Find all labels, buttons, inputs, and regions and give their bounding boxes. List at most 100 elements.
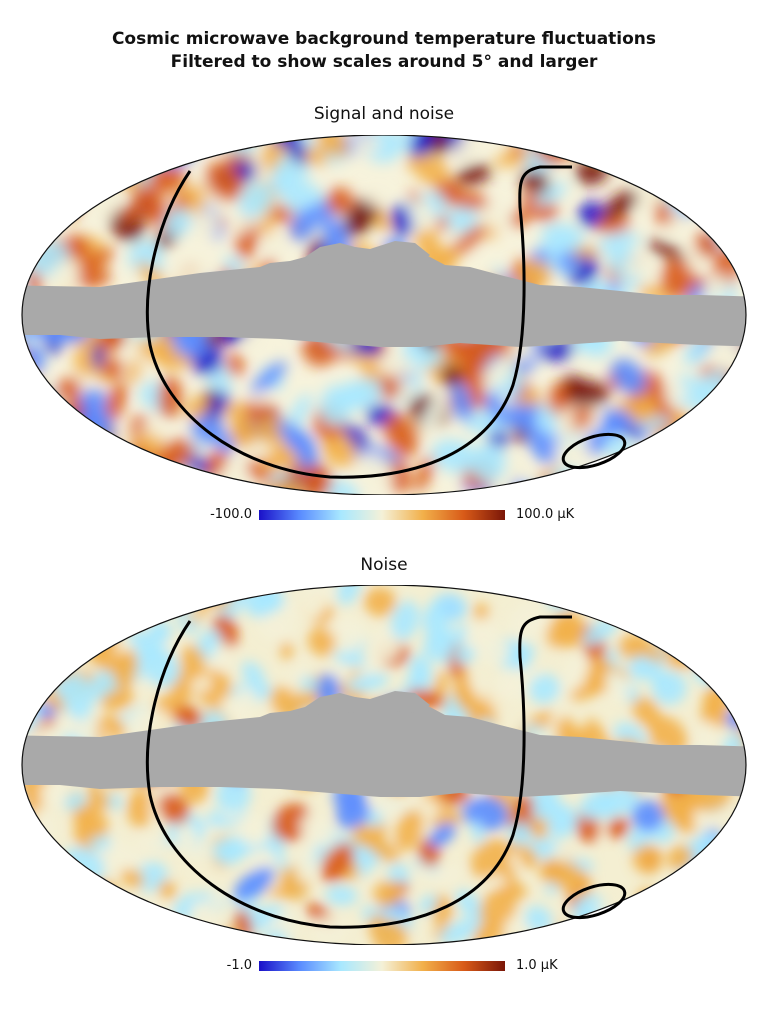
fluctuation-spot bbox=[654, 900, 685, 927]
fluctuation-spot bbox=[566, 380, 610, 407]
fluctuation-spot bbox=[454, 136, 477, 162]
fluctuation-spot bbox=[684, 135, 700, 170]
fluctuation-spot bbox=[410, 201, 434, 227]
fluctuation-spot bbox=[22, 674, 29, 690]
fluctuation-spot bbox=[366, 192, 385, 207]
fluctuation-spot bbox=[22, 456, 25, 490]
fluctuation-spot bbox=[233, 867, 275, 901]
fluctuation-spot bbox=[631, 463, 656, 488]
fluctuation-spot bbox=[52, 179, 85, 208]
fluctuation-spot bbox=[59, 470, 92, 495]
fluctuation-spot bbox=[3, 930, 22, 945]
fluctuation-spot bbox=[705, 657, 736, 685]
fluctuation-spot bbox=[287, 393, 312, 433]
fluctuation-spot bbox=[394, 808, 424, 852]
fluctuation-spot bbox=[127, 358, 141, 385]
fluctuation-spot bbox=[667, 585, 694, 621]
fluctuation-spot bbox=[290, 205, 321, 241]
fluctuation-spot bbox=[108, 610, 142, 630]
signal-noise-sky-map bbox=[0, 135, 747, 495]
fluctuation-spot bbox=[0, 852, 18, 877]
fluctuation-spot bbox=[29, 863, 73, 893]
panel2-subtitle: Noise bbox=[360, 555, 408, 575]
fluctuation-spot bbox=[470, 839, 510, 879]
fluctuation-spot bbox=[478, 204, 509, 230]
fluctuation-spot bbox=[205, 161, 244, 202]
fluctuation-spot bbox=[743, 797, 768, 832]
fluctuation-spot bbox=[344, 617, 368, 645]
fluctuation-spot bbox=[237, 813, 268, 847]
fluctuation-spot bbox=[487, 685, 513, 712]
fluctuation-spot bbox=[652, 585, 685, 616]
fluctuation-spot bbox=[666, 591, 695, 616]
fluctuation-spot bbox=[452, 682, 484, 717]
fluctuation-spot bbox=[628, 135, 648, 167]
fluctuation-spot bbox=[693, 368, 728, 397]
fluctuation-spot bbox=[740, 782, 768, 832]
fluctuation-spot bbox=[684, 621, 701, 668]
fluctuation-spot bbox=[302, 585, 334, 614]
fluctuation-spot bbox=[25, 650, 47, 668]
fluctuation-spot bbox=[648, 467, 672, 495]
colorbar1-max-label: 100.0 μK bbox=[516, 507, 575, 522]
fluctuation-spot bbox=[475, 633, 510, 666]
fluctuation-spot bbox=[115, 466, 135, 489]
fluctuation-spot bbox=[732, 623, 746, 661]
fluctuation-spot bbox=[29, 858, 52, 882]
region-boundary-large bbox=[145, 615, 572, 929]
fluctuation-spot bbox=[307, 627, 336, 657]
fluctuation-spot bbox=[104, 381, 127, 425]
fluctuation-spot bbox=[53, 880, 100, 898]
fluctuation-spot bbox=[725, 856, 746, 895]
fluctuation-spot bbox=[483, 358, 512, 388]
fluctuation-spot bbox=[645, 664, 670, 689]
colorbar2-min-label: -1.0 bbox=[226, 958, 252, 973]
fluctuation-spot bbox=[364, 833, 399, 863]
fluctuation-spot bbox=[470, 819, 485, 844]
fluctuation-spot bbox=[745, 853, 746, 880]
fluctuation-spot bbox=[654, 202, 673, 226]
fluctuation-spot bbox=[746, 774, 768, 791]
fluctuation-spot bbox=[271, 153, 296, 194]
fluctuation-spot bbox=[704, 453, 746, 483]
fluctuation-spot bbox=[735, 873, 746, 897]
fluctuation-spot bbox=[651, 135, 664, 149]
fluctuation-spot bbox=[280, 135, 306, 165]
galactic-plane-mask-edge bbox=[260, 241, 430, 267]
fluctuation-spot bbox=[400, 662, 431, 699]
fluctuation-spot bbox=[73, 248, 115, 275]
fluctuation-spot bbox=[257, 614, 295, 642]
fluctuation-spot bbox=[730, 902, 746, 932]
fluctuation-spot bbox=[22, 910, 41, 938]
fluctuation-spot bbox=[710, 625, 746, 645]
fluctuation-spot bbox=[225, 401, 246, 420]
fluctuation-spot bbox=[630, 396, 658, 423]
fluctuation-spot bbox=[230, 415, 256, 449]
fluctuation-spot bbox=[163, 208, 193, 237]
fluctuation-spot bbox=[190, 484, 217, 495]
fluctuation-spot bbox=[709, 856, 737, 878]
fluctuation-spot bbox=[687, 595, 726, 629]
fluctuation-spot bbox=[96, 897, 116, 921]
fluctuation-spot bbox=[631, 800, 665, 832]
fluctuation-spot bbox=[591, 677, 608, 694]
fluctuation-spot bbox=[666, 877, 692, 906]
fluctuation-spot bbox=[685, 635, 719, 666]
fluctuation-spot bbox=[685, 462, 709, 488]
fluctuation-spot bbox=[120, 204, 143, 221]
fluctuation-spot bbox=[74, 906, 110, 941]
fluctuation-spot bbox=[0, 458, 20, 488]
fluctuation-spot bbox=[738, 214, 746, 241]
fluctuation-spot bbox=[578, 201, 605, 228]
fluctuation-spot bbox=[711, 649, 743, 677]
fluctuation-spot bbox=[717, 886, 746, 931]
fluctuation-spot bbox=[535, 182, 568, 206]
fluctuation-spot bbox=[0, 222, 18, 257]
fluctuation-spot bbox=[674, 142, 694, 175]
galactic-plane-mask bbox=[22, 247, 746, 347]
fluctuation-spot bbox=[690, 445, 710, 467]
fluctuation-spot bbox=[346, 673, 389, 692]
fluctuation-spot bbox=[681, 593, 706, 640]
fluctuation-spot bbox=[335, 796, 371, 830]
fluctuation-spot bbox=[745, 865, 768, 911]
